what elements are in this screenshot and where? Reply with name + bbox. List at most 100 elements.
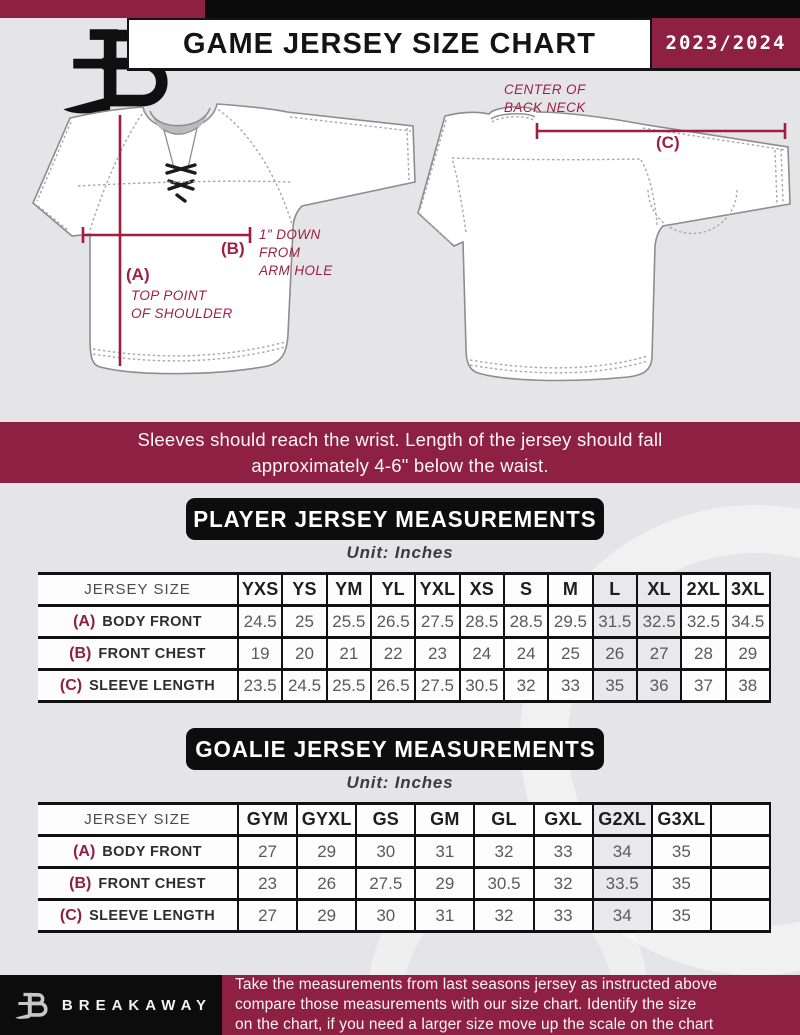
measurement-cell: 34 (591, 834, 652, 868)
measurement-cell: 31 (414, 834, 475, 868)
size-column-header: YL (369, 572, 416, 607)
measurement-cell: 23 (236, 866, 298, 900)
measurement-cell (709, 898, 771, 933)
row-key: (C) (59, 906, 83, 924)
measurement-cell: 28 (680, 636, 726, 670)
measurement-cell: 25 (547, 636, 593, 670)
size-column-header: 3XL (724, 572, 771, 607)
brand-name: BREAKAWAY (61, 996, 213, 1014)
measurement-cell: 31 (414, 898, 475, 933)
breakaway-logo-icon (13, 991, 48, 1021)
measurement-cell: 35 (591, 668, 637, 703)
jersey-size-corner-label: JERSEY SIZE (38, 572, 238, 607)
measurement-cell: 26 (296, 866, 357, 900)
measurement-row: (C) SLEEVE LENGTH 23.5 24.5 25.5 26.5 27.5 30.5… (38, 668, 771, 703)
goalie-section-heading: GOALIE JERSEY MEASUREMENTS (186, 728, 604, 770)
row-key: (A) (73, 842, 96, 860)
label-c: (C) (656, 133, 680, 152)
measurement-cell: 28.5 (458, 604, 504, 638)
row-label: (A) BODY FRONT (38, 604, 238, 638)
measurement-cell: 27.5 (414, 668, 460, 703)
jersey-size-corner-label: JERSEY SIZE (38, 802, 238, 837)
size-column-header: YXL (414, 572, 460, 607)
size-column-header: 2XL (680, 572, 726, 607)
size-column-header: GXL (532, 802, 593, 837)
row-label: (B) FRONT CHEST (38, 636, 238, 670)
footer-instructions: Take the measurements from last seasons … (222, 975, 800, 1035)
size-column-header: YM (325, 572, 371, 607)
size-column-header: M (547, 572, 593, 607)
measurement-cell: 29 (414, 866, 475, 900)
measurement-row: (B) FRONT CHEST 19 20 21 22 23 24 24 25 26 27 28 29 (38, 636, 771, 670)
front-jersey-outline (32, 103, 416, 375)
measurement-cell: 35 (650, 834, 711, 868)
measurement-cell: 27.5 (355, 866, 416, 900)
size-column-header: XL (635, 572, 682, 607)
title-box: GAME JERSEY SIZE CHART (127, 18, 652, 71)
top-strip-maroon (0, 0, 205, 18)
front-placket (162, 126, 198, 169)
row-key: (A) (73, 612, 96, 630)
measurement-cell: 27.5 (414, 604, 460, 638)
measurement-cell: 24 (458, 636, 504, 670)
measurement-cell: 29.5 (547, 604, 593, 638)
player-unit-label: Unit: Inches (346, 543, 454, 562)
row-title: SLEEVE LENGTH (89, 677, 216, 694)
row-key: (C) (59, 676, 83, 694)
front-measure-lines (81, 115, 252, 366)
top-strip-black (205, 0, 800, 18)
measurement-cell: 33 (532, 898, 593, 933)
size-column-header: G2XL (591, 802, 652, 837)
note-center-back-neck: CENTER OF BACK NECK (504, 82, 586, 115)
size-column-header: YXS (236, 572, 283, 607)
size-column-header (709, 802, 771, 837)
player-size-table: JERSEY SIZE YXS YS YM YL YXL XS S M L XL 2XL 3XL (A) B… (38, 572, 771, 703)
measurement-cell: 34.5 (724, 604, 771, 638)
measurement-cell: 26.5 (369, 668, 416, 703)
measurement-cell: 32 (473, 834, 534, 868)
size-column-header: XS (458, 572, 504, 607)
size-column-header: S (502, 572, 549, 607)
measurement-cell: 26 (591, 636, 637, 670)
row-label: (B) FRONT CHEST (38, 866, 238, 900)
measurement-cell: 35 (650, 866, 711, 900)
season-label: 2023/2024 (665, 32, 787, 54)
measurement-row: (A) BODY FRONT 27 29 30 31 32 33 34 35 (38, 834, 771, 868)
row-label: (A) BODY FRONT (38, 834, 238, 868)
measurement-cell: 27 (635, 636, 682, 670)
measurement-cell: 32 (532, 866, 593, 900)
page-title: GAME JERSEY SIZE CHART (182, 27, 597, 60)
measurement-row: (B) FRONT CHEST 23 26 27.5 29 30.5 32 33.5 35 (38, 866, 771, 900)
fit-note-banner: Sleeves should reach the wrist. Length o… (0, 422, 800, 483)
measurement-cell (709, 866, 771, 900)
measurement-cell: 25.5 (325, 668, 371, 703)
goalie-size-table: JERSEY SIZE GYM GYXL GS GM GL GXL G2XL G3XL (A) BO… (38, 802, 771, 933)
measurement-cell: 33 (547, 668, 593, 703)
row-title: FRONT CHEST (98, 875, 206, 892)
measurement-cell: 30 (355, 834, 416, 868)
back-measure-lines (535, 123, 787, 139)
measurement-cell: 24 (502, 636, 549, 670)
row-title: FRONT CHEST (98, 645, 206, 662)
footer-brand-block: BREAKAWAY (0, 975, 222, 1035)
measurement-cell: 27 (236, 834, 298, 868)
row-label: (C) SLEEVE LENGTH (38, 668, 238, 703)
measurement-row: (C) SLEEVE LENGTH 27 29 30 31 32 33 34 35 (38, 898, 771, 933)
title-bar: GAME JERSEY SIZE CHART 2023/2024 (127, 18, 800, 71)
measurement-cell: 35 (650, 898, 711, 933)
measurement-cell: 24.5 (281, 668, 327, 703)
player-section-heading: PLAYER JERSEY MEASUREMENTS (186, 498, 604, 540)
measurement-cell: 22 (369, 636, 416, 670)
measurement-cell: 32.5 (635, 604, 682, 638)
size-column-header: GM (414, 802, 475, 837)
measurement-cell: 25 (281, 604, 327, 638)
size-column-header: G3XL (650, 802, 711, 837)
row-key: (B) (69, 644, 92, 662)
back-jersey-outline (417, 106, 791, 382)
measurement-cell: 30.5 (458, 668, 504, 703)
measurement-cell: 29 (724, 636, 771, 670)
size-column-header: YS (281, 572, 327, 607)
measurement-cell: 21 (325, 636, 371, 670)
measurement-cell: 19 (236, 636, 283, 670)
